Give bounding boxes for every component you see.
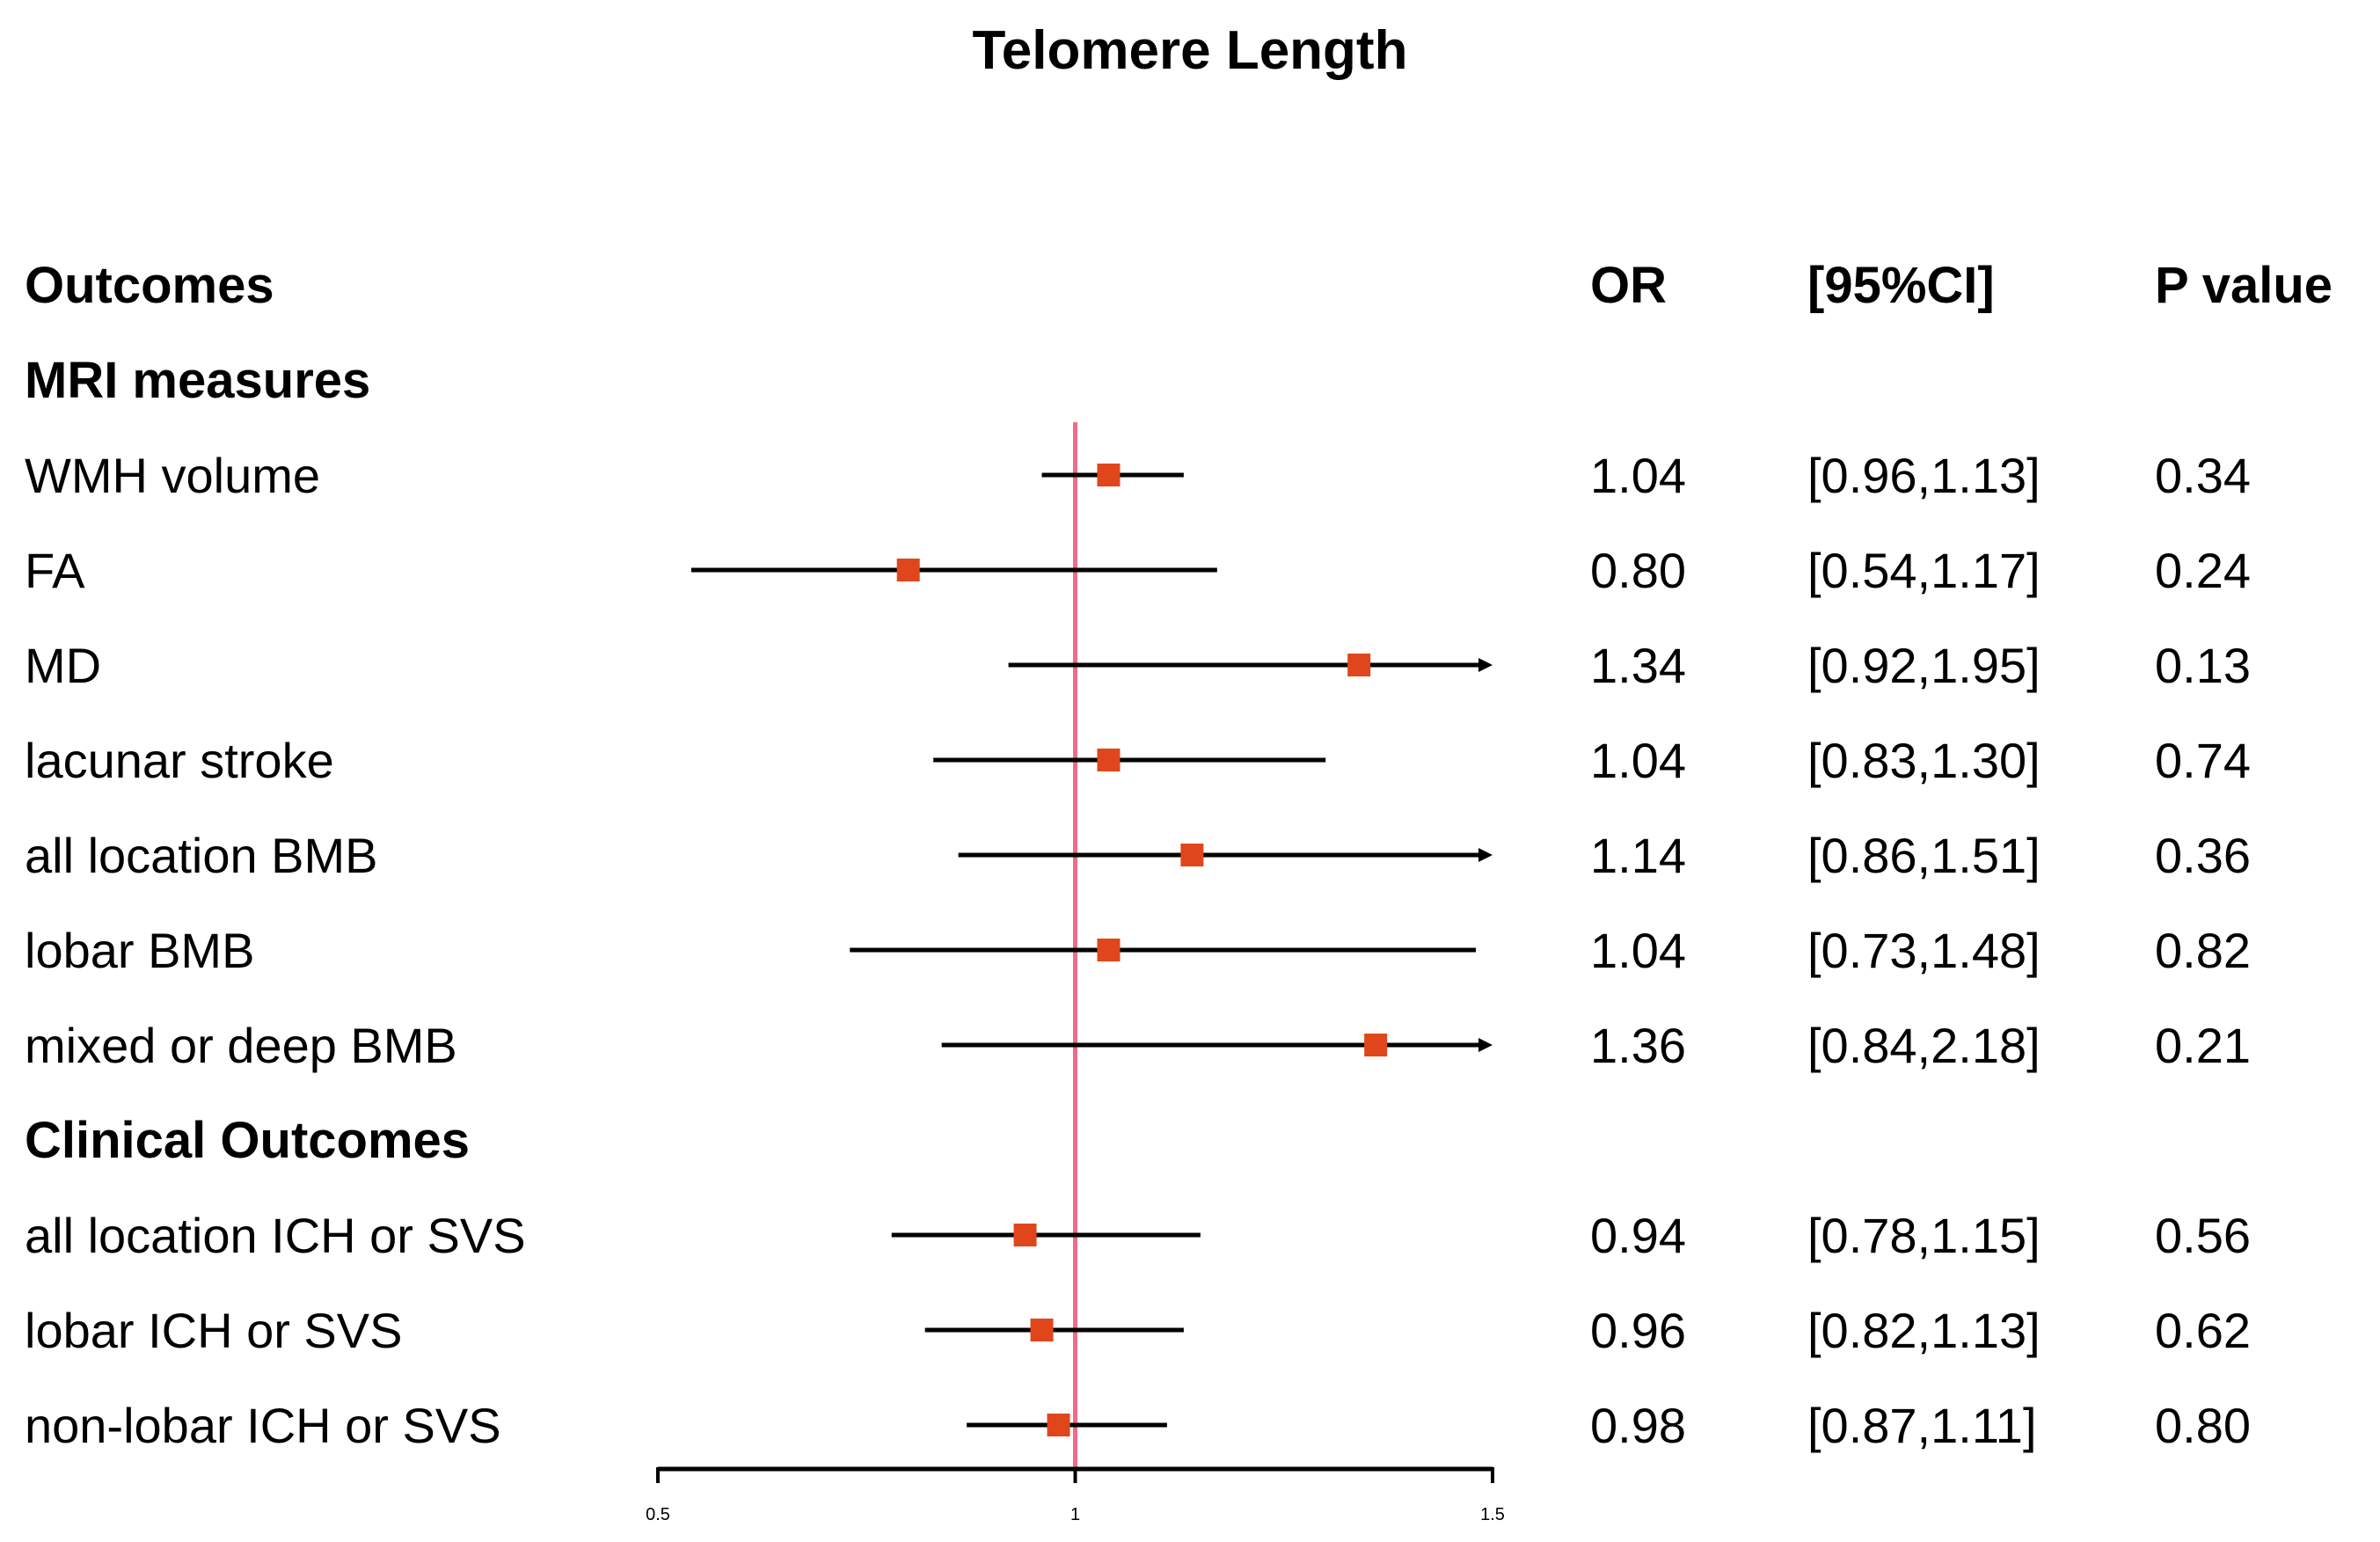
ci-value: [0.84,2.18] [1807,1018,2041,1073]
outcome-label: all location BMB [25,828,378,883]
outcome-label: MD [25,638,101,693]
p-value: 0.74 [2155,733,2251,788]
column-header-outcomes: Outcomes [25,257,274,314]
ci-value: [0.92,1.95] [1807,638,2041,693]
or-value: 0.98 [1590,1398,1686,1453]
section-header: Clinical Outcomes [25,1112,470,1169]
section-header: MRI measures [25,352,370,409]
point-estimate [1097,464,1121,486]
x-tick-label: 1.5 [1480,1505,1505,1524]
p-value: 0.62 [2155,1303,2251,1358]
or-value: 0.94 [1590,1208,1686,1263]
point-estimate [1347,654,1371,676]
ci-value: [0.96,1.13] [1807,448,2041,503]
point-estimate [1364,1034,1388,1056]
p-value: 0.80 [2155,1398,2251,1453]
x-tick-label: 0.5 [646,1505,670,1524]
table-row: MD 1.34 [0.92,1.95] 0.13 [25,638,2251,693]
column-header-p-value: P value [2155,257,2333,314]
table-row: mixed or deep BMB 1.36 [0.84,2.18] 0.21 [25,1018,2251,1073]
forest-rows: MRI measures Clinical Outcomes WMH volume 1… [25,352,2251,1469]
table-row: non-lobar ICH or SVS 0.98 [0.87,1.11] 0.80 [25,1398,2251,1453]
table-row: WMH volume 1.04 [0.96,1.13] 0.34 [25,448,2251,503]
or-value: 1.14 [1590,828,1686,883]
x-tick-label: 1 [1070,1505,1080,1524]
ci-arrow [1478,1038,1493,1052]
table-row: FA 0.80 [0.54,1.17] 0.24 [25,543,2251,598]
or-value: 0.80 [1590,543,1686,598]
point-estimate [1013,1224,1037,1246]
ci-arrow [1478,848,1493,862]
p-value: 0.36 [2155,828,2251,883]
outcome-label: WMH volume [25,448,320,503]
outcome-label: FA [25,543,85,598]
ci-value: [0.54,1.17] [1807,543,2041,598]
p-value: 0.21 [2155,1018,2251,1073]
p-value: 0.24 [2155,543,2251,598]
or-value: 0.96 [1590,1303,1686,1358]
table-row: all location BMB 1.14 [0.86,1.51] 0.36 [25,828,2251,883]
outcome-label: all location ICH or SVS [25,1208,526,1263]
ci-value: [0.86,1.51] [1807,828,2041,883]
table-row: lacunar stroke 1.04 [0.83,1.30] 0.74 [25,733,2251,788]
or-value: 1.36 [1590,1018,1686,1073]
table-row: lobar BMB 1.04 [0.73,1.48] 0.82 [25,923,2251,978]
ci-value: [0.78,1.15] [1807,1208,2041,1263]
outcome-label: lobar ICH or SVS [25,1303,403,1358]
point-estimate [1030,1319,1054,1341]
or-value: 1.04 [1590,923,1686,978]
outcome-label: lacunar stroke [25,733,334,788]
outcome-label: non-lobar ICH or SVS [25,1398,501,1453]
p-value: 0.34 [2155,448,2251,503]
ci-value: [0.73,1.48] [1807,923,2041,978]
point-estimate [896,559,920,581]
p-value: 0.82 [2155,923,2251,978]
ci-arrow [1478,658,1493,672]
chart-title: Telomere Length [973,20,1408,81]
point-estimate [1097,939,1121,961]
x-axis: 0.5 1 1.5 [646,1466,1505,1524]
ci-value: [0.82,1.13] [1807,1303,2041,1358]
or-value: 1.04 [1590,448,1686,503]
p-value: 0.13 [2155,638,2251,693]
point-estimate [1047,1414,1070,1436]
point-estimate [1180,844,1204,866]
point-estimate [1097,749,1121,771]
column-header-or: OR [1590,257,1667,314]
p-value: 0.56 [2155,1208,2251,1263]
ci-value: [0.83,1.30] [1807,733,2041,788]
table-row: lobar ICH or SVS 0.96 [0.82,1.13] 0.62 [25,1303,2251,1358]
outcome-label: mixed or deep BMB [25,1018,457,1073]
or-value: 1.04 [1590,733,1686,788]
or-value: 1.34 [1590,638,1686,693]
table-row: all location ICH or SVS 0.94 [0.78,1.15] 0.… [25,1208,2251,1263]
ci-value: [0.87,1.11] [1807,1398,2037,1453]
column-header-ci: [95%CI] [1807,257,1995,314]
outcome-label: lobar BMB [25,923,254,978]
